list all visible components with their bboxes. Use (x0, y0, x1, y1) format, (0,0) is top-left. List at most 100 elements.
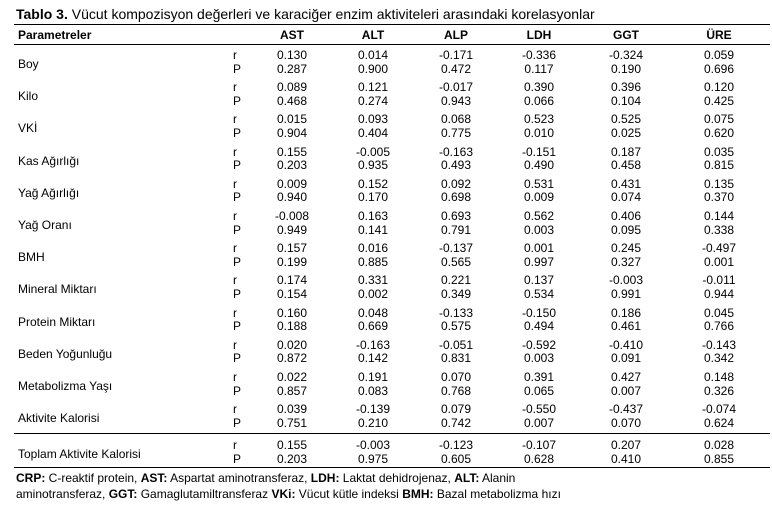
cell-r-alt: 0.163 (357, 209, 389, 223)
row-name: Yağ Ağırlığı (18, 185, 80, 200)
cell-p-ast: 0.904 (276, 125, 308, 140)
cell-p-üre: 0.338 (703, 222, 735, 237)
cell-r-ggt: -0.410 (608, 337, 644, 352)
cell-r-alt: -0.003 (355, 438, 391, 452)
cell-p-ggt: 0.091 (610, 351, 642, 366)
row-name: Kilo (18, 89, 39, 104)
cell-p-ggt: 0.458 (610, 158, 642, 173)
cell-p-ast: 0.287 (276, 61, 308, 76)
cell-r-alt: 0.014 (357, 48, 389, 62)
cell-p-alt: 0.083 (357, 383, 389, 398)
r-label: r (233, 209, 237, 223)
cell-p-üre: 0.855 (703, 451, 735, 466)
cell-r-alp: 0.068 (440, 112, 472, 127)
cell-p-alp: 0.575 (440, 319, 472, 334)
cell-p-ldh: 0.534 (523, 286, 555, 301)
r-label: r (233, 48, 237, 62)
cell-p-alt: 0.142 (357, 351, 389, 366)
cell-p-alt: 0.002 (357, 286, 389, 301)
top-rule (14, 24, 770, 25)
cell-r-ast: 0.155 (276, 438, 308, 452)
p-label: P (233, 158, 242, 173)
footnote-text: C-reaktif protein, (45, 471, 141, 485)
header-col-ast: AST (280, 28, 304, 42)
cell-r-alt: 0.016 (357, 241, 389, 256)
cell-p-alt: 0.975 (357, 451, 389, 466)
cell-r-alp: 0.070 (440, 370, 472, 384)
footnote-abbrev: BMH: (402, 487, 434, 501)
cell-p-ggt: 0.070 (610, 415, 642, 430)
cell-p-alp: 0.775 (440, 125, 472, 140)
footnote-text: Alanin (479, 471, 516, 485)
cell-p-üre: 0.342 (703, 351, 735, 366)
cell-p-alt: 0.669 (357, 319, 389, 334)
cell-p-alp: 0.349 (440, 286, 472, 301)
cell-r-ggt: 0.525 (610, 112, 642, 127)
footnote-text: aminotransferaz, (16, 487, 109, 501)
cell-p-ggt: 0.410 (610, 451, 642, 466)
cell-p-alt: 0.210 (357, 415, 389, 430)
cell-p-alp: 0.472 (440, 61, 472, 76)
r-label: r (233, 112, 237, 127)
cell-p-alp: 0.698 (440, 190, 472, 205)
cell-r-ggt: 0.406 (610, 209, 642, 223)
cell-r-üre: -0.011 (702, 273, 736, 288)
cell-r-ldh: 0.562 (523, 209, 555, 223)
cell-p-üre: 0.696 (703, 61, 735, 76)
cell-r-ast: 0.157 (276, 241, 308, 256)
cell-r-ast: 0.089 (276, 80, 308, 95)
r-label: r (233, 305, 237, 320)
caption-label: Tablo 3. (16, 6, 68, 22)
cell-r-üre: -0.143 (701, 337, 737, 352)
cell-r-ggt: -0.437 (608, 402, 644, 417)
cell-p-ldh: 0.997 (523, 254, 555, 269)
cell-p-ldh: 0.490 (523, 158, 555, 173)
p-label: P (233, 415, 242, 430)
cell-r-alp: -0.123 (438, 438, 474, 452)
cell-r-üre: 0.045 (703, 305, 735, 320)
cell-r-alt: 0.121 (357, 80, 389, 95)
cell-r-alp: 0.079 (440, 402, 472, 417)
header-col-ggt: GGT (613, 28, 639, 42)
cell-p-ast: 0.872 (276, 351, 308, 366)
cell-r-ldh: -0.150 (521, 305, 557, 320)
cell-p-ast: 0.468 (276, 93, 308, 108)
cell-p-ast: 0.857 (276, 383, 308, 398)
cell-r-alp: 0.221 (440, 273, 472, 288)
cell-r-ast: 0.022 (276, 370, 308, 384)
p-label: P (233, 286, 242, 301)
r-label: r (233, 144, 237, 159)
cell-p-alp: 0.742 (440, 415, 472, 430)
cell-p-üre: 0.001 (703, 254, 735, 269)
cell-p-ldh: 0.066 (523, 93, 555, 108)
header-rule (14, 44, 770, 45)
cell-r-ast: 0.160 (276, 305, 308, 320)
table-caption: Tablo 3. Vücut kompozisyon değerleri ve … (16, 6, 595, 22)
cell-p-alt: 0.900 (357, 61, 389, 76)
cell-p-üre: 0.425 (703, 93, 735, 108)
row-name: BMH (18, 250, 45, 265)
cell-p-üre: 0.815 (703, 158, 735, 173)
row-name: Kas Ağırlığı (18, 153, 80, 168)
cell-p-ggt: 0.074 (610, 190, 642, 205)
footnote-text: Aspartat aminotransferaz, (167, 471, 311, 485)
cell-r-ast: 0.174 (276, 273, 308, 288)
p-label: P (233, 351, 242, 366)
footnote-text: Bazal metabolizma hızı (433, 487, 561, 501)
cell-p-alp: 0.605 (440, 451, 472, 466)
cell-p-üre: 0.370 (703, 190, 735, 205)
footnote-abbrev: AST: (140, 471, 168, 485)
cell-p-alp: 0.791 (440, 222, 472, 237)
cell-p-alt: 0.885 (357, 254, 389, 269)
caption-text: Vücut kompozisyon değerleri ve karaciğer… (67, 6, 595, 22)
r-label: r (233, 176, 237, 191)
row-name: Yağ Oranı (18, 218, 72, 232)
cell-r-alp: -0.163 (438, 144, 474, 159)
cell-r-ast: -0.008 (274, 209, 310, 223)
cell-r-ldh: 0.531 (523, 176, 555, 191)
p-label: P (233, 222, 242, 237)
cell-r-ast: 0.155 (276, 144, 308, 159)
cell-r-ggt: 0.245 (610, 241, 642, 256)
cell-r-alt: -0.005 (355, 144, 391, 159)
cell-p-ldh: 0.010 (523, 125, 555, 140)
